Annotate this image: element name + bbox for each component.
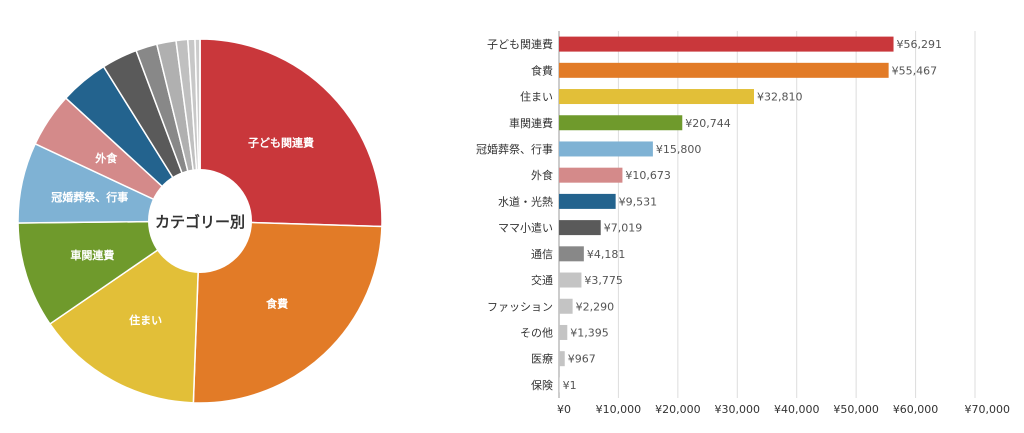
value-label: ¥20,744 <box>685 117 731 130</box>
bar <box>559 89 754 105</box>
category-label: 子ども関連費 <box>487 37 553 51</box>
bar <box>559 377 560 393</box>
x-tick-label: ¥40,000 <box>774 403 820 416</box>
value-label: ¥32,810 <box>757 91 803 104</box>
pie-slice <box>192 220 383 404</box>
value-label: ¥3,775 <box>584 274 623 287</box>
bar <box>559 36 894 52</box>
pie-slice <box>48 219 201 404</box>
category-label: 通信 <box>531 248 553 261</box>
bar <box>559 141 653 157</box>
value-label: ¥56,291 <box>897 38 943 51</box>
value-label: ¥967 <box>568 353 596 366</box>
category-label: 医療 <box>531 352 553 366</box>
bar <box>559 246 584 262</box>
x-tick-label: ¥0 <box>557 403 571 416</box>
x-tick-label: ¥60,000 <box>893 403 939 416</box>
pie-center-label: カテゴリー別 <box>155 213 245 231</box>
pie-slice <box>17 220 203 325</box>
x-tick-label: ¥30,000 <box>715 403 761 416</box>
donut-hole <box>148 169 252 273</box>
x-tick-label: ¥50,000 <box>833 403 879 416</box>
pie-slice-label: 車関連費 <box>70 248 114 262</box>
category-label: ママ小遣い <box>498 221 553 235</box>
bar <box>559 193 616 209</box>
x-tick-label: ¥10,000 <box>596 403 642 416</box>
value-label: ¥15,800 <box>656 143 702 156</box>
category-label: 車関連費 <box>509 116 553 130</box>
bar <box>559 272 582 288</box>
bar <box>559 167 623 183</box>
category-label: 交通 <box>531 273 553 287</box>
pie-slice <box>199 38 383 228</box>
bar <box>559 351 565 367</box>
pie-slice-label: 外食 <box>94 151 118 165</box>
bar <box>559 220 601 236</box>
category-label: 外食 <box>531 168 553 182</box>
value-label: ¥10,673 <box>625 169 671 182</box>
category-label: 保険 <box>531 378 553 392</box>
x-tick-label: ¥70,000 <box>965 403 1011 416</box>
category-label: 食費 <box>531 63 553 77</box>
bar <box>559 324 568 340</box>
value-label: ¥7,019 <box>604 222 643 235</box>
category-label: 水道・光熱 <box>498 194 553 208</box>
value-label: ¥2,290 <box>576 300 615 313</box>
value-label: ¥1 <box>563 379 577 392</box>
value-label: ¥4,181 <box>587 248 626 261</box>
pie-slice-label: 子ども関連費 <box>248 135 314 149</box>
value-label: ¥9,531 <box>619 195 658 208</box>
bar <box>559 115 683 131</box>
category-label: その他 <box>520 326 553 339</box>
bar-chart: 子ども関連費 ¥56,291 食費 ¥55,467 住まい ¥32,810 車関連費 ¥20,… <box>476 31 1010 416</box>
category-label: 住まい <box>520 90 553 104</box>
pie-slice-label: 食費 <box>266 296 288 310</box>
pie-slice-label: 住まい <box>129 313 162 327</box>
category-label: ファッション <box>487 300 553 313</box>
pie-slice-label: 冠婚葬祭、行事 <box>51 190 128 204</box>
x-tick-label: ¥20,000 <box>655 403 701 416</box>
category-label: 冠婚葬祭、行事 <box>476 142 553 156</box>
value-label: ¥55,467 <box>892 64 938 77</box>
bar <box>559 62 889 78</box>
value-label: ¥1,395 <box>570 326 609 339</box>
bar <box>559 298 573 314</box>
